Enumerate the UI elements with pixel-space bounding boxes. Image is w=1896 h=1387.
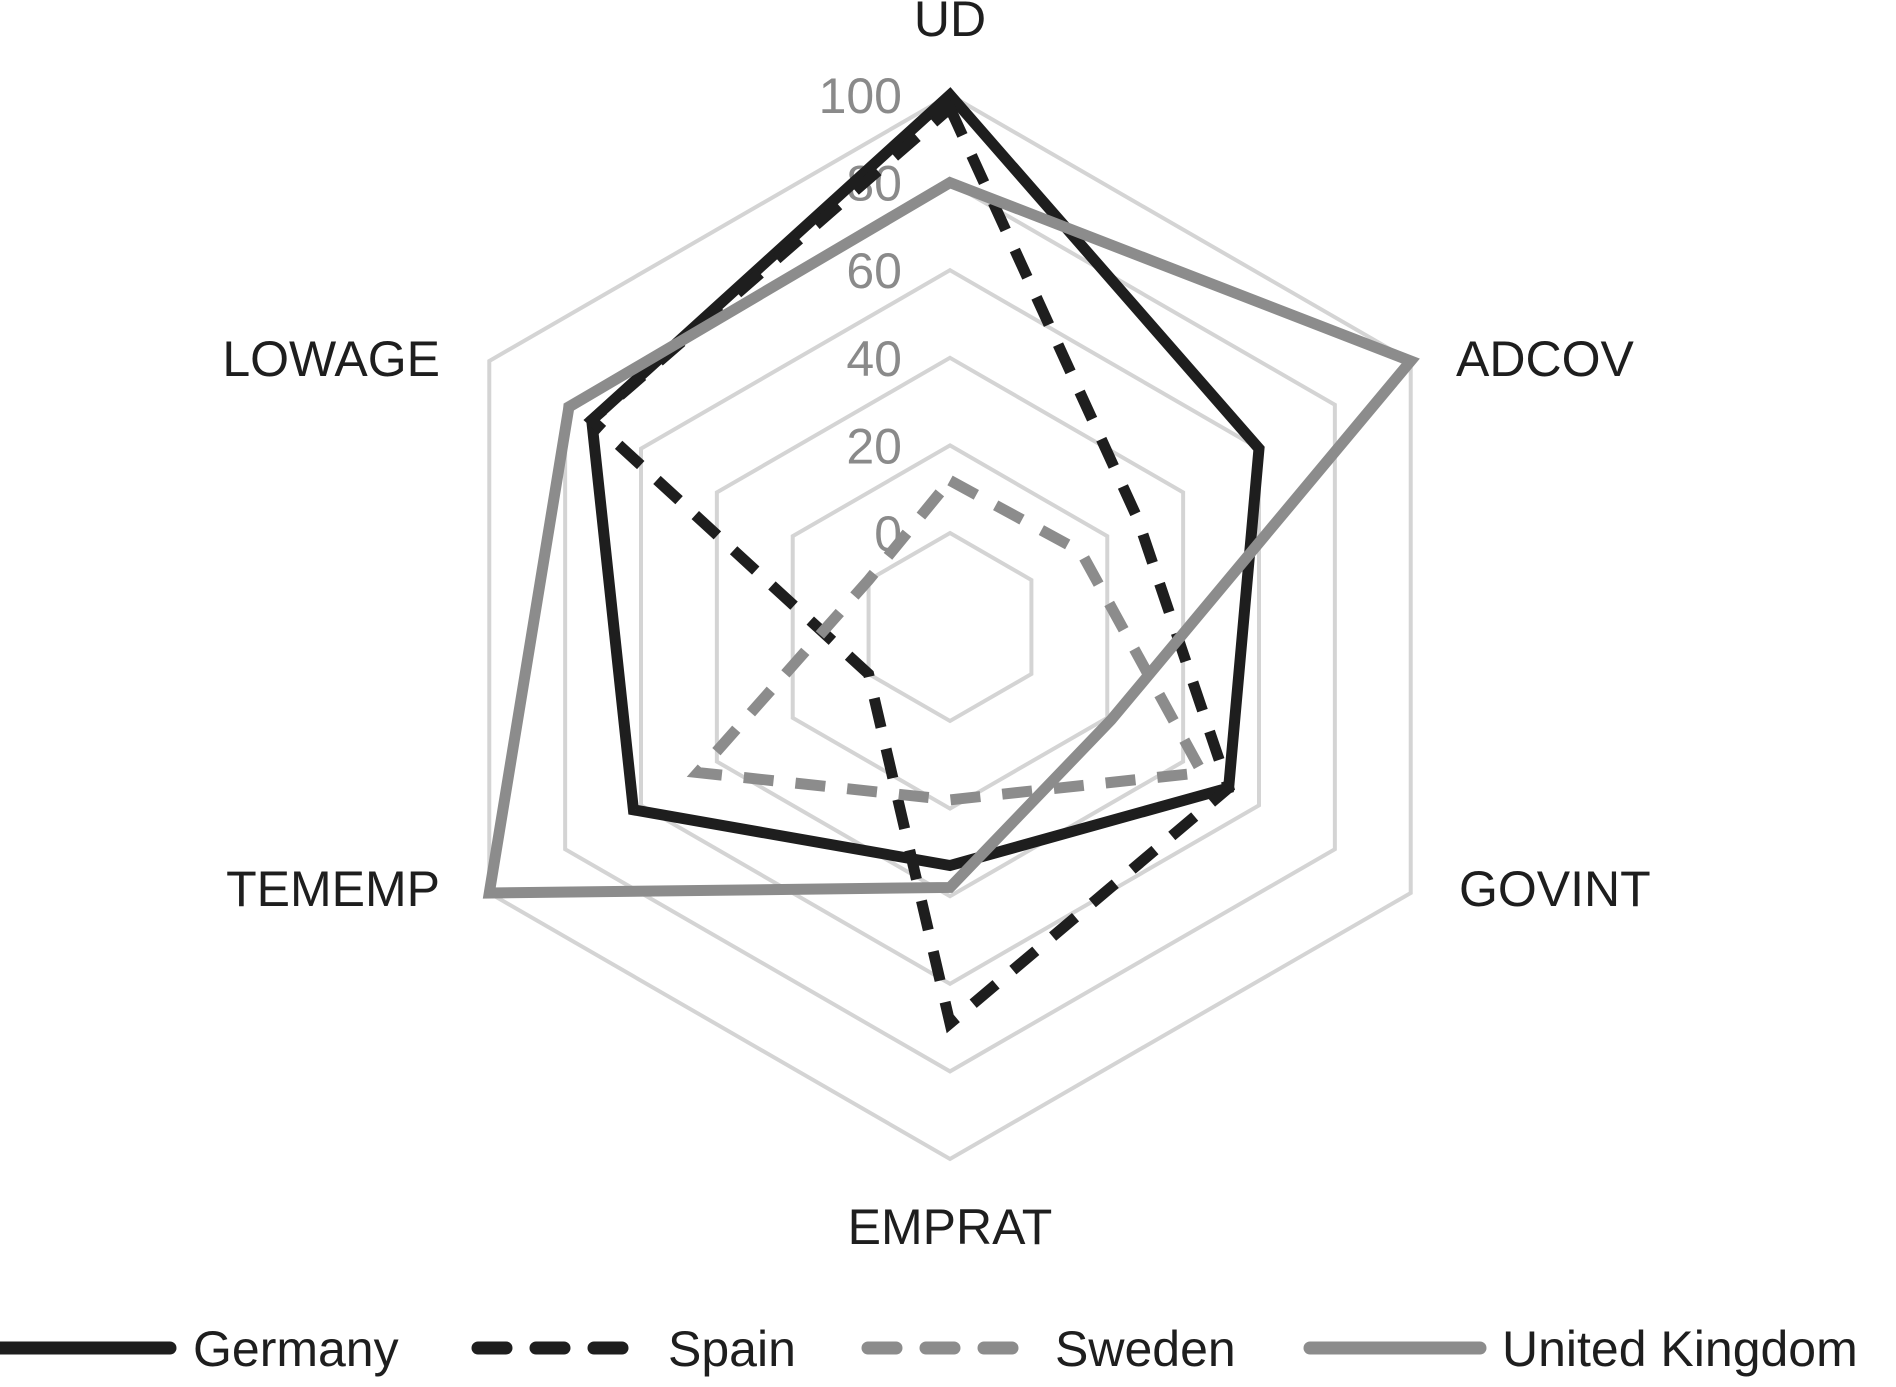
axis-label-adcov: ADCOV — [1456, 331, 1634, 387]
tick-label: 40 — [846, 331, 902, 387]
grid-ring-20 — [790, 443, 1110, 811]
legend-item-germany: Germany — [0, 1321, 399, 1377]
legend-label: United Kingdom — [1502, 1321, 1858, 1377]
series-spain — [583, 99, 1236, 1034]
legend-label: Sweden — [1055, 1321, 1236, 1377]
radar-grid — [487, 92, 1413, 1162]
grid-ring-60 — [639, 267, 1261, 987]
tick-label: 20 — [846, 418, 902, 474]
tick-label: 100 — [819, 68, 902, 124]
legend-item-united-kingdom: United Kingdom — [1303, 1321, 1858, 1377]
series-united-kingdom — [482, 176, 1420, 899]
grid-ring-100 — [487, 92, 1413, 1162]
tick-label: 60 — [846, 243, 902, 299]
axis-labels: UD ADCOV GOVINT EMPRAT TEMEMP LOWAGE — [222, 0, 1650, 1255]
grid-ring-40 — [714, 355, 1186, 899]
grid-ring-80 — [563, 180, 1337, 1074]
axis-label-tememp: TEMEMP — [226, 861, 440, 917]
axis-label-govint: GOVINT — [1459, 861, 1651, 917]
radar-series — [482, 87, 1420, 1034]
legend-label: Germany — [193, 1321, 399, 1377]
axis-label-lowage: LOWAGE — [222, 331, 440, 387]
legend-item-sweden: Sweden — [861, 1321, 1236, 1377]
series-sweden — [686, 473, 1211, 806]
axis-label-emprat: EMPRAT — [848, 1199, 1053, 1255]
legend-item-spain: Spain — [471, 1321, 796, 1377]
axis-label-ud: UD — [914, 0, 986, 47]
legend: Germany Spain Sweden United Kingdom — [0, 1321, 1858, 1377]
legend-label: Spain — [668, 1321, 796, 1377]
